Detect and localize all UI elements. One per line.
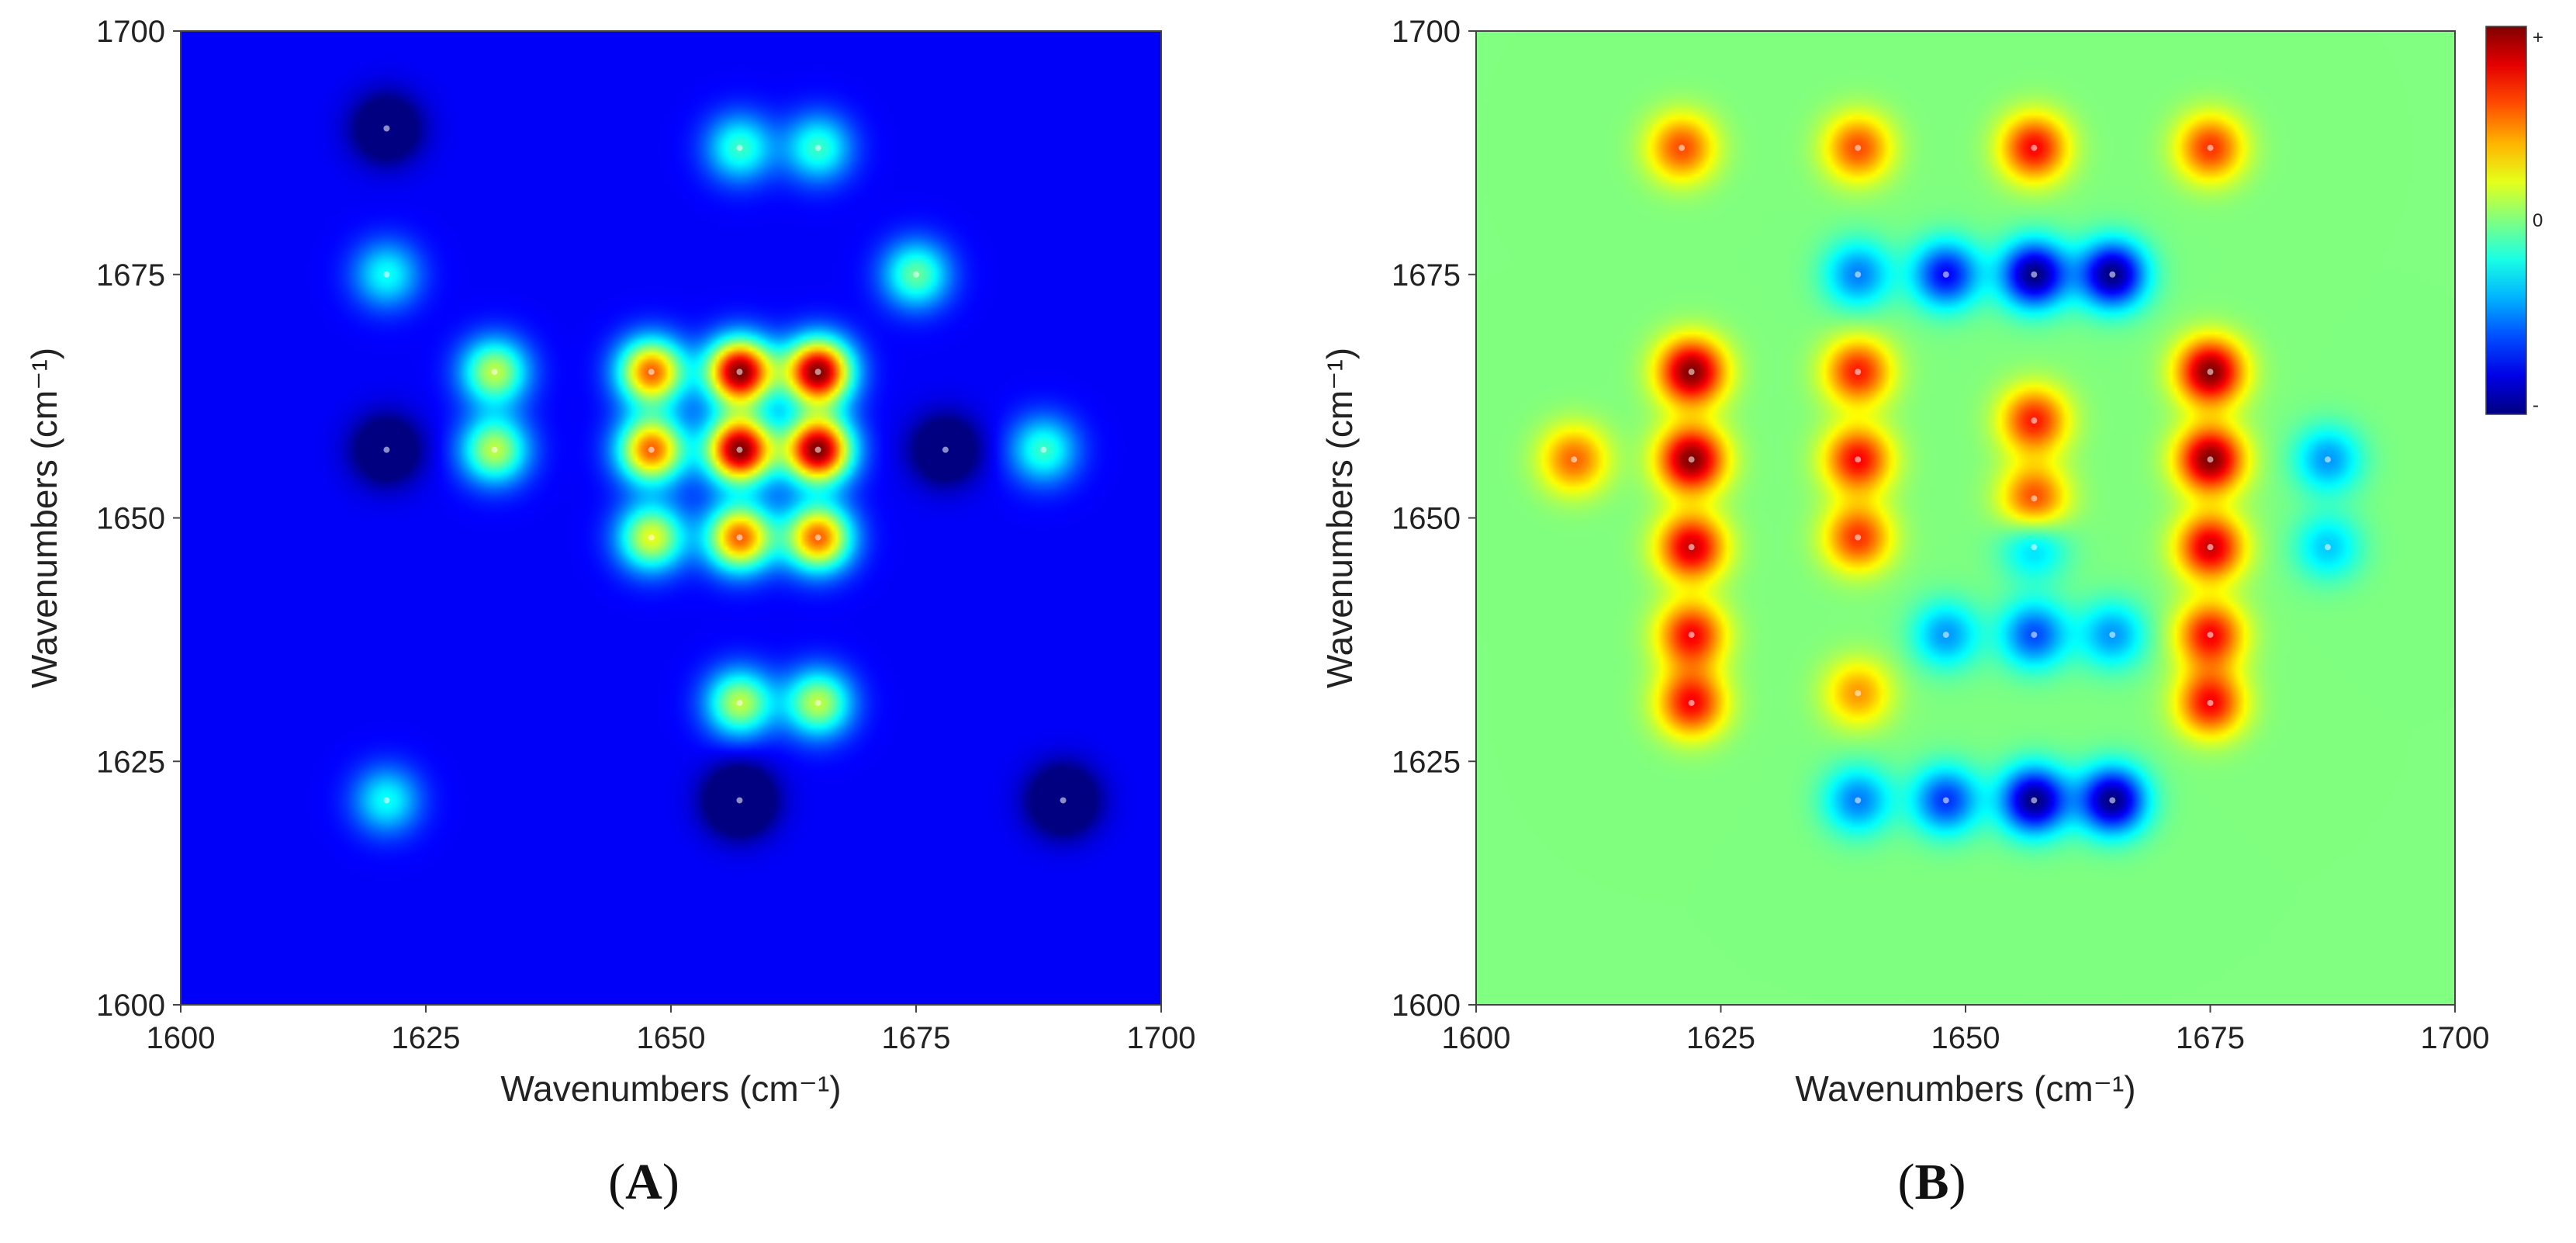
peak-marker-b-20 bbox=[2031, 495, 2038, 502]
peak-marker-b-34 bbox=[2324, 544, 2331, 551]
panel-a: 1600 1625 1650 1675 1700 1600 1625 1650 1675 1700… bbox=[24, 15, 1196, 1210]
peak-marker-b-18 bbox=[1679, 144, 1686, 151]
peak-marker-a-16 bbox=[383, 271, 390, 278]
x-tick-label-a-2: 1650 bbox=[637, 1021, 706, 1055]
y-axis-title-a: Wavenumbers (cm⁻¹) bbox=[24, 348, 64, 688]
panel-label-a: (A) bbox=[608, 1154, 679, 1210]
peak-marker-b-26 bbox=[2109, 797, 2116, 804]
y-tick-label-b-3: 1675 bbox=[1392, 258, 1461, 293]
peak-marker-b-28 bbox=[1855, 797, 1862, 804]
peak-marker-a-17 bbox=[736, 144, 743, 151]
panel-b: 1600 1625 1650 1675 1700 1600 1625 1650 1675 1700… bbox=[1288, 0, 2576, 1243]
peak-marker-b-23 bbox=[1942, 271, 1949, 278]
chart-a: 1600 1625 1650 1675 1700 1600 1625 1650 1675 1700… bbox=[24, 15, 1196, 1109]
peak-marker-a-3 bbox=[814, 446, 821, 453]
peak-marker-a-22 bbox=[1060, 797, 1067, 804]
y-tick-label-b-4: 1700 bbox=[1392, 15, 1461, 49]
x-axis-title-a: Wavenumbers (cm⁻¹) bbox=[500, 1068, 841, 1109]
peak-marker-a-18 bbox=[814, 144, 821, 151]
peak-marker-b-32 bbox=[2031, 544, 2038, 551]
peak-marker-a-2 bbox=[736, 446, 743, 453]
peak-marker-a-8 bbox=[648, 534, 655, 541]
peak-marker-a-10 bbox=[491, 446, 498, 453]
peak-marker-b-25 bbox=[2031, 797, 2038, 804]
peak-marker-b-22 bbox=[2109, 271, 2116, 278]
y-axis-title-b: Wavenumbers (cm⁻¹) bbox=[1319, 348, 1360, 688]
peak-marker-b-14 bbox=[1571, 456, 1578, 463]
peak-marker-a-6 bbox=[736, 534, 743, 541]
peak-marker-b-15 bbox=[2031, 144, 2038, 151]
peak-marker-b-31 bbox=[2109, 632, 2116, 639]
peak-marker-b-29 bbox=[2031, 632, 2038, 639]
x-tick-label-b-2: 1650 bbox=[1931, 1021, 2000, 1055]
peak-marker-b-11 bbox=[1855, 456, 1862, 463]
peak-marker-a-0 bbox=[736, 369, 743, 376]
peak-marker-b-5 bbox=[2207, 369, 2214, 376]
peak-marker-b-33 bbox=[2324, 456, 2331, 463]
peak-marker-b-16 bbox=[2207, 144, 2214, 151]
peak-marker-b-30 bbox=[1942, 632, 1949, 639]
heatmap-b bbox=[1476, 31, 2455, 1005]
peak-marker-b-4 bbox=[1688, 699, 1695, 706]
peak-marker-b-19 bbox=[2031, 417, 2038, 424]
peak-marker-b-17 bbox=[1855, 144, 1862, 151]
peak-marker-a-1 bbox=[814, 369, 821, 376]
colorbar-min-label: - bbox=[2533, 395, 2539, 416]
panel-label-b: (B) bbox=[1897, 1154, 1966, 1210]
x-axis-title-b: Wavenumbers (cm⁻¹) bbox=[1795, 1068, 2135, 1109]
peak-marker-a-4 bbox=[648, 369, 655, 376]
peak-marker-a-9 bbox=[491, 369, 498, 376]
peak-marker-b-13 bbox=[1855, 690, 1862, 697]
peak-marker-a-14 bbox=[383, 797, 390, 804]
y-tick-label-b-1: 1625 bbox=[1392, 745, 1461, 779]
x-tick-label-b-0: 1600 bbox=[1442, 1021, 1511, 1055]
y-tick-label-b-2: 1650 bbox=[1392, 502, 1461, 536]
peak-marker-a-15 bbox=[1040, 446, 1047, 453]
x-tick-label-a-1: 1625 bbox=[392, 1021, 461, 1055]
peak-marker-b-0 bbox=[1688, 369, 1695, 376]
colorbar bbox=[2485, 26, 2527, 415]
colorbar-max-label: + bbox=[2533, 27, 2543, 48]
peak-marker-b-8 bbox=[2207, 632, 2214, 639]
y-tick-label-a-0: 1600 bbox=[96, 989, 165, 1023]
peak-marker-b-12 bbox=[1855, 534, 1862, 541]
peak-marker-b-9 bbox=[2207, 699, 2214, 706]
x-tick-label-a-3: 1675 bbox=[882, 1021, 951, 1055]
x-tick-label-a-4: 1700 bbox=[1127, 1021, 1196, 1055]
colorbar-mid-label: 0 bbox=[2533, 210, 2543, 231]
peak-marker-b-10 bbox=[1855, 369, 1862, 376]
peak-marker-b-27 bbox=[1942, 797, 1949, 804]
peak-marker-a-11 bbox=[736, 699, 743, 706]
y-tick-label-a-1: 1625 bbox=[96, 745, 165, 779]
peak-marker-b-1 bbox=[1688, 456, 1695, 463]
peak-marker-a-7 bbox=[814, 534, 821, 541]
peak-marker-b-6 bbox=[2207, 456, 2214, 463]
heatmap-a bbox=[181, 31, 1161, 1005]
peak-marker-b-24 bbox=[1855, 271, 1862, 278]
peak-marker-a-20 bbox=[383, 446, 390, 453]
chart-b: 1600 1625 1650 1675 1700 1600 1625 1650 1675 1700… bbox=[1319, 15, 2543, 1109]
peak-marker-a-21 bbox=[942, 446, 949, 453]
peak-marker-a-5 bbox=[648, 446, 655, 453]
peak-marker-b-3 bbox=[1688, 632, 1695, 639]
y-tick-label-b-0: 1600 bbox=[1392, 989, 1461, 1023]
peak-marker-b-21 bbox=[2031, 271, 2038, 278]
peak-marker-b-7 bbox=[2207, 544, 2214, 551]
peak-marker-b-2 bbox=[1688, 544, 1695, 551]
x-tick-label-a-0: 1600 bbox=[147, 1021, 216, 1055]
x-tick-label-b-3: 1675 bbox=[2176, 1021, 2245, 1055]
y-tick-label-a-3: 1675 bbox=[96, 258, 165, 293]
x-tick-label-b-1: 1625 bbox=[1686, 1021, 1755, 1055]
peak-marker-a-13 bbox=[913, 271, 919, 278]
y-tick-label-a-4: 1700 bbox=[96, 15, 165, 49]
peak-marker-a-12 bbox=[814, 699, 821, 706]
peak-marker-a-23 bbox=[383, 125, 390, 132]
peak-marker-a-19 bbox=[736, 797, 743, 804]
x-tick-label-b-4: 1700 bbox=[2421, 1021, 2490, 1055]
y-tick-label-a-2: 1650 bbox=[96, 502, 165, 536]
